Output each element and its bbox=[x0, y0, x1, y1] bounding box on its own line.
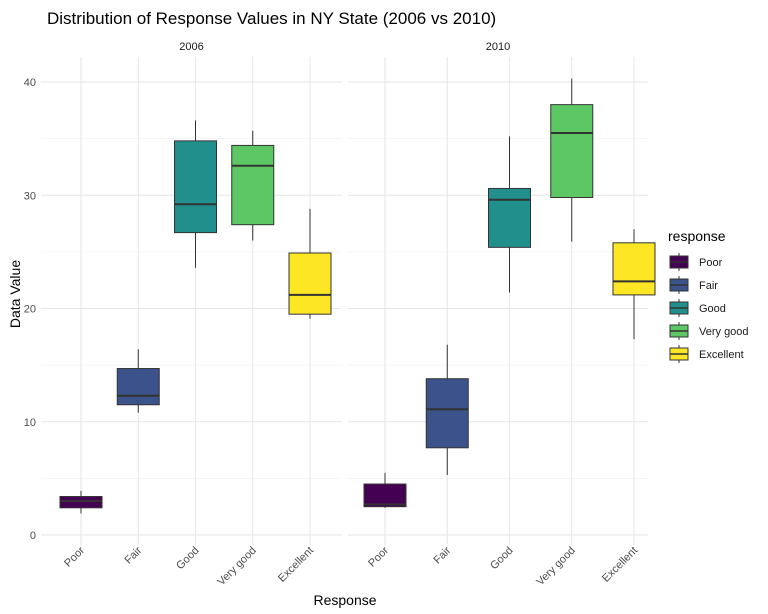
box-excellent bbox=[612, 229, 656, 340]
box-iqr bbox=[612, 242, 656, 296]
x-tick-label: Fair bbox=[431, 544, 453, 566]
facet-label: 2006 bbox=[179, 41, 203, 53]
x-tick-label: Poor bbox=[62, 544, 87, 569]
legend: response Poor Fair Good Very good Excellent bbox=[668, 228, 749, 363]
x-tick-label: Excellent bbox=[600, 545, 640, 585]
y-tick-label: 10 bbox=[24, 417, 36, 429]
legend-entry-good: Good bbox=[669, 299, 726, 317]
box-iqr bbox=[488, 187, 531, 248]
legend-label: Good bbox=[699, 303, 726, 315]
chart-title: Distribution of Response Values in NY St… bbox=[47, 9, 496, 28]
panel-2006: 2006 0 10 20 30 40 Poor Fair Good Very good Excell… bbox=[24, 41, 342, 588]
legend-label: Poor bbox=[699, 257, 723, 269]
grid bbox=[348, 57, 648, 545]
panel-2010: 2010 Poor Fair Good Very good Excellent bbox=[348, 41, 656, 589]
box-very-good bbox=[231, 130, 275, 241]
box-iqr bbox=[425, 378, 469, 449]
facet-label: 2010 bbox=[486, 41, 510, 53]
legend-title: response bbox=[668, 228, 726, 244]
x-tick-label: Very good bbox=[534, 545, 578, 589]
y-tick-label: 0 bbox=[30, 530, 36, 542]
legend-entry-excellent: Excellent bbox=[669, 345, 744, 363]
box-iqr bbox=[59, 495, 103, 509]
box-poor bbox=[363, 472, 407, 508]
y-tick-label: 40 bbox=[24, 77, 36, 89]
facet-panels: 2006 0 10 20 30 40 Poor Fair Good Very good Excell… bbox=[24, 41, 656, 589]
x-tick-label: Excellent bbox=[276, 545, 316, 585]
box-iqr bbox=[363, 483, 407, 508]
box-iqr bbox=[231, 144, 275, 226]
box-poor bbox=[59, 490, 103, 514]
box-iqr bbox=[288, 252, 332, 315]
legend-entry-poor: Poor bbox=[669, 253, 723, 271]
x-axis-title: Response bbox=[313, 592, 376, 608]
x-tick-label: Good bbox=[488, 545, 516, 573]
y-tick-label: 20 bbox=[24, 304, 36, 316]
y-axis-title: Data Value bbox=[7, 260, 23, 328]
box-iqr bbox=[174, 140, 217, 234]
box-good bbox=[488, 136, 531, 293]
legend-label: Fair bbox=[699, 280, 718, 292]
x-tick-label: Fair bbox=[122, 544, 144, 566]
box-iqr bbox=[116, 368, 160, 406]
x-tick-label: Poor bbox=[366, 544, 391, 569]
x-tick-label: Good bbox=[174, 545, 202, 573]
box-very-good bbox=[550, 78, 594, 242]
box-excellent bbox=[288, 208, 332, 319]
box-good bbox=[174, 120, 217, 268]
legend-label: Excellent bbox=[699, 349, 744, 361]
box-fair bbox=[425, 344, 469, 475]
box-fair bbox=[116, 349, 160, 413]
x-tick-label: Very good bbox=[215, 545, 259, 589]
legend-entry-fair: Fair bbox=[669, 276, 718, 294]
y-tick-label: 30 bbox=[24, 190, 36, 202]
legend-entry-very-good: Very good bbox=[669, 322, 749, 340]
legend-label: Very good bbox=[699, 326, 749, 338]
box-iqr bbox=[550, 104, 594, 199]
